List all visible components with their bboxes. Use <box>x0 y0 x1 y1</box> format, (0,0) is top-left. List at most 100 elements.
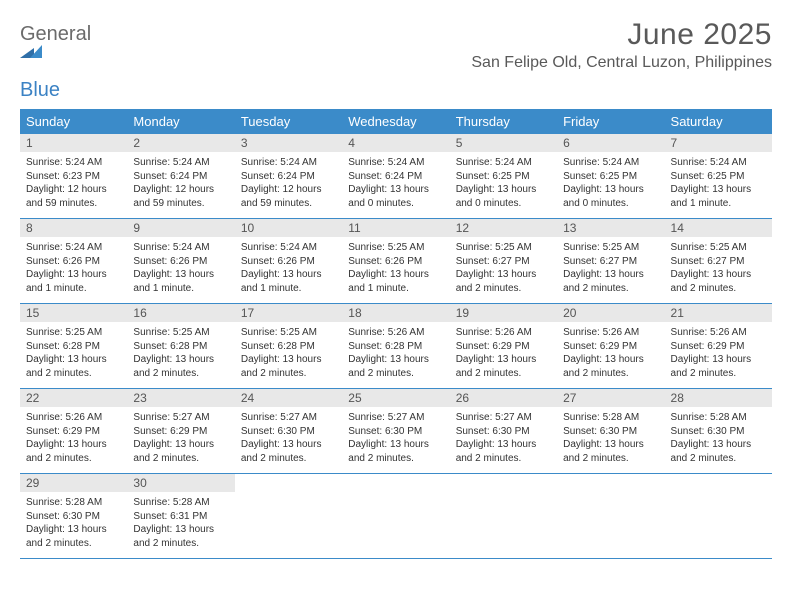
calendar-cell: 28Sunrise: 5:28 AMSunset: 6:30 PMDayligh… <box>665 389 772 473</box>
day-details: Sunrise: 5:25 AMSunset: 6:28 PMDaylight:… <box>20 322 127 380</box>
calendar-week: 1Sunrise: 5:24 AMSunset: 6:23 PMDaylight… <box>20 134 772 219</box>
sunrise-line: Sunrise: 5:24 AM <box>241 241 336 255</box>
sunrise-line: Sunrise: 5:26 AM <box>671 326 766 340</box>
day-details: Sunrise: 5:28 AMSunset: 6:30 PMDaylight:… <box>20 492 127 550</box>
day-number: 26 <box>450 389 557 407</box>
sunset-line: Sunset: 6:28 PM <box>26 340 121 354</box>
sunset-line: Sunset: 6:24 PM <box>241 170 336 184</box>
day-details: Sunrise: 5:25 AMSunset: 6:28 PMDaylight:… <box>127 322 234 380</box>
calendar-cell <box>665 474 772 558</box>
day-number: 5 <box>450 134 557 152</box>
sunrise-line: Sunrise: 5:25 AM <box>241 326 336 340</box>
daylight-line-1: Daylight: 13 hours <box>26 353 121 367</box>
daylight-line-1: Daylight: 13 hours <box>348 183 443 197</box>
sunrise-line: Sunrise: 5:25 AM <box>133 326 228 340</box>
calendar-cell: 3Sunrise: 5:24 AMSunset: 6:24 PMDaylight… <box>235 134 342 218</box>
sunset-line: Sunset: 6:25 PM <box>671 170 766 184</box>
daylight-line-1: Daylight: 13 hours <box>456 183 551 197</box>
sunset-line: Sunset: 6:29 PM <box>563 340 658 354</box>
calendar-cell <box>557 474 664 558</box>
calendar-cell: 13Sunrise: 5:25 AMSunset: 6:27 PMDayligh… <box>557 219 664 303</box>
day-details: Sunrise: 5:25 AMSunset: 6:27 PMDaylight:… <box>450 237 557 295</box>
day-header-sun: Sunday <box>20 109 127 134</box>
daylight-line-1: Daylight: 13 hours <box>241 353 336 367</box>
calendar: Sunday Monday Tuesday Wednesday Thursday… <box>20 109 772 559</box>
daylight-line-2: and 2 minutes. <box>133 367 228 381</box>
sunrise-line: Sunrise: 5:28 AM <box>671 411 766 425</box>
daylight-line-2: and 2 minutes. <box>133 452 228 466</box>
sunset-line: Sunset: 6:23 PM <box>26 170 121 184</box>
sunrise-line: Sunrise: 5:27 AM <box>241 411 336 425</box>
daylight-line-1: Daylight: 13 hours <box>456 438 551 452</box>
daylight-line-1: Daylight: 13 hours <box>348 438 443 452</box>
sunset-line: Sunset: 6:30 PM <box>26 510 121 524</box>
daylight-line-1: Daylight: 13 hours <box>133 353 228 367</box>
day-details: Sunrise: 5:27 AMSunset: 6:30 PMDaylight:… <box>450 407 557 465</box>
calendar-cell: 10Sunrise: 5:24 AMSunset: 6:26 PMDayligh… <box>235 219 342 303</box>
sunrise-line: Sunrise: 5:25 AM <box>456 241 551 255</box>
daylight-line-1: Daylight: 13 hours <box>133 438 228 452</box>
daylight-line-1: Daylight: 13 hours <box>563 353 658 367</box>
calendar-cell: 24Sunrise: 5:27 AMSunset: 6:30 PMDayligh… <box>235 389 342 473</box>
daylight-line-2: and 2 minutes. <box>241 367 336 381</box>
sunrise-line: Sunrise: 5:26 AM <box>348 326 443 340</box>
day-details: Sunrise: 5:27 AMSunset: 6:29 PMDaylight:… <box>127 407 234 465</box>
sunrise-line: Sunrise: 5:26 AM <box>456 326 551 340</box>
day-number: 23 <box>127 389 234 407</box>
sunset-line: Sunset: 6:30 PM <box>241 425 336 439</box>
daylight-line-2: and 0 minutes. <box>456 197 551 211</box>
day-number: 19 <box>450 304 557 322</box>
daylight-line-2: and 59 minutes. <box>133 197 228 211</box>
sunrise-line: Sunrise: 5:25 AM <box>348 241 443 255</box>
day-header-tue: Tuesday <box>235 109 342 134</box>
calendar-cell <box>450 474 557 558</box>
daylight-line-2: and 2 minutes. <box>456 367 551 381</box>
calendar-cell: 5Sunrise: 5:24 AMSunset: 6:25 PMDaylight… <box>450 134 557 218</box>
calendar-cell: 19Sunrise: 5:26 AMSunset: 6:29 PMDayligh… <box>450 304 557 388</box>
daylight-line-1: Daylight: 13 hours <box>671 183 766 197</box>
sunrise-line: Sunrise: 5:26 AM <box>563 326 658 340</box>
sunset-line: Sunset: 6:26 PM <box>241 255 336 269</box>
day-header-wed: Wednesday <box>342 109 449 134</box>
day-details: Sunrise: 5:25 AMSunset: 6:26 PMDaylight:… <box>342 237 449 295</box>
calendar-cell <box>342 474 449 558</box>
calendar-cell: 21Sunrise: 5:26 AMSunset: 6:29 PMDayligh… <box>665 304 772 388</box>
day-number: 10 <box>235 219 342 237</box>
day-number: 27 <box>557 389 664 407</box>
day-details: Sunrise: 5:25 AMSunset: 6:27 PMDaylight:… <box>665 237 772 295</box>
daylight-line-1: Daylight: 13 hours <box>133 268 228 282</box>
location-subtitle: San Felipe Old, Central Luzon, Philippin… <box>471 54 772 72</box>
day-number: 21 <box>665 304 772 322</box>
daylight-line-1: Daylight: 13 hours <box>348 353 443 367</box>
calendar-week: 8Sunrise: 5:24 AMSunset: 6:26 PMDaylight… <box>20 219 772 304</box>
sunrise-line: Sunrise: 5:25 AM <box>26 326 121 340</box>
daylight-line-2: and 2 minutes. <box>563 282 658 296</box>
day-details: Sunrise: 5:28 AMSunset: 6:30 PMDaylight:… <box>665 407 772 465</box>
day-header-mon: Monday <box>127 109 234 134</box>
calendar-cell: 11Sunrise: 5:25 AMSunset: 6:26 PMDayligh… <box>342 219 449 303</box>
calendar-cell: 23Sunrise: 5:27 AMSunset: 6:29 PMDayligh… <box>127 389 234 473</box>
calendar-cell: 22Sunrise: 5:26 AMSunset: 6:29 PMDayligh… <box>20 389 127 473</box>
sunset-line: Sunset: 6:28 PM <box>241 340 336 354</box>
day-header-thu: Thursday <box>450 109 557 134</box>
daylight-line-2: and 2 minutes. <box>563 452 658 466</box>
day-number: 11 <box>342 219 449 237</box>
day-details: Sunrise: 5:24 AMSunset: 6:24 PMDaylight:… <box>235 152 342 210</box>
calendar-week: 22Sunrise: 5:26 AMSunset: 6:29 PMDayligh… <box>20 389 772 474</box>
daylight-line-2: and 0 minutes. <box>563 197 658 211</box>
day-details: Sunrise: 5:24 AMSunset: 6:24 PMDaylight:… <box>342 152 449 210</box>
daylight-line-2: and 2 minutes. <box>241 452 336 466</box>
daylight-line-2: and 59 minutes. <box>26 197 121 211</box>
day-details: Sunrise: 5:24 AMSunset: 6:25 PMDaylight:… <box>450 152 557 210</box>
day-details: Sunrise: 5:26 AMSunset: 6:29 PMDaylight:… <box>450 322 557 380</box>
daylight-line-2: and 2 minutes. <box>456 452 551 466</box>
sunset-line: Sunset: 6:31 PM <box>133 510 228 524</box>
day-details: Sunrise: 5:24 AMSunset: 6:23 PMDaylight:… <box>20 152 127 210</box>
daylight-line-2: and 1 minute. <box>348 282 443 296</box>
sunset-line: Sunset: 6:27 PM <box>456 255 551 269</box>
day-details: Sunrise: 5:25 AMSunset: 6:27 PMDaylight:… <box>557 237 664 295</box>
day-number: 25 <box>342 389 449 407</box>
daylight-line-1: Daylight: 13 hours <box>241 438 336 452</box>
sunset-line: Sunset: 6:26 PM <box>26 255 121 269</box>
daylight-line-2: and 2 minutes. <box>671 367 766 381</box>
